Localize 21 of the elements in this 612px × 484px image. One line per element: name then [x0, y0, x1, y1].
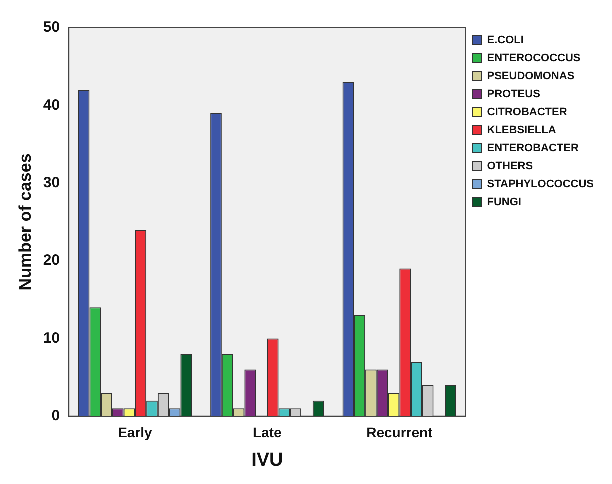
y-tick-label: 30	[43, 174, 60, 192]
x-axis-title: IVU	[252, 450, 284, 471]
legend-label: KLEBSIELLA	[487, 124, 556, 137]
legend-label: PSEUDOMONAS	[487, 70, 575, 83]
x-tick-label: Recurrent	[366, 424, 434, 441]
y-tick-label: 50	[43, 19, 60, 36]
legend-label: OTHERS	[487, 160, 534, 173]
x-tick-label: Late	[253, 424, 282, 441]
legend-label: ENTEROCOCCUS	[487, 52, 581, 65]
y-tick-label: 20	[43, 252, 60, 270]
y-tick-label: 0	[52, 408, 60, 425]
legend-label: FUNGI	[487, 196, 522, 209]
legend-label: PROTEUS	[487, 88, 540, 101]
y-tick-label: 40	[43, 96, 60, 114]
y-axis-title: Number of cases	[16, 154, 35, 291]
legend-label: STAPHYLOCOCCUS	[487, 178, 594, 191]
x-tick-label: Early	[118, 424, 153, 441]
legend-label: CITROBACTER	[487, 106, 568, 119]
legend-label: ENTEROBACTER	[487, 142, 579, 155]
legend-label: E.COLI	[487, 34, 524, 47]
y-tick-label: 10	[43, 330, 60, 347]
